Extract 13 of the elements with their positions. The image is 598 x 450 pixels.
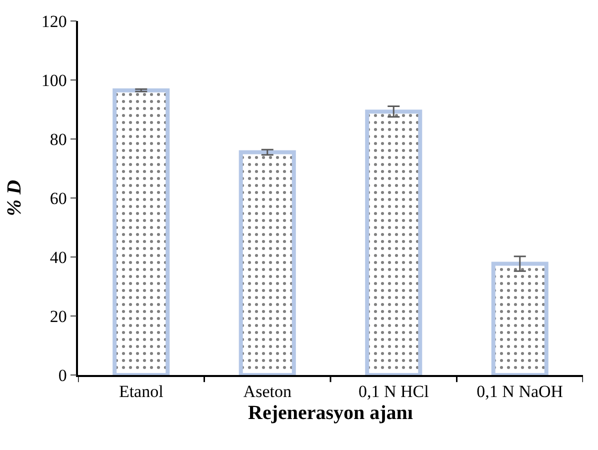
- x-tick-label: Etanol: [118, 382, 164, 402]
- y-tick-label: 120: [41, 12, 67, 31]
- y-tick-label: 60: [50, 188, 67, 208]
- x-axis-title: Rejenerasyon ajanı: [248, 402, 414, 424]
- y-tick-label: 80: [50, 130, 67, 149]
- x-tick-label: 0,1 N NaOH: [476, 382, 564, 402]
- y-axis-title: % D: [3, 180, 26, 216]
- x-tick-label: Aseton: [243, 382, 292, 402]
- x-tick-label: 0,1 N HCl: [358, 382, 430, 402]
- y-tick-label: 0: [58, 366, 67, 385]
- y-tick-label: 20: [50, 306, 67, 326]
- y-tick-label: 100: [41, 70, 67, 90]
- y-tick-label: 40: [50, 248, 67, 267]
